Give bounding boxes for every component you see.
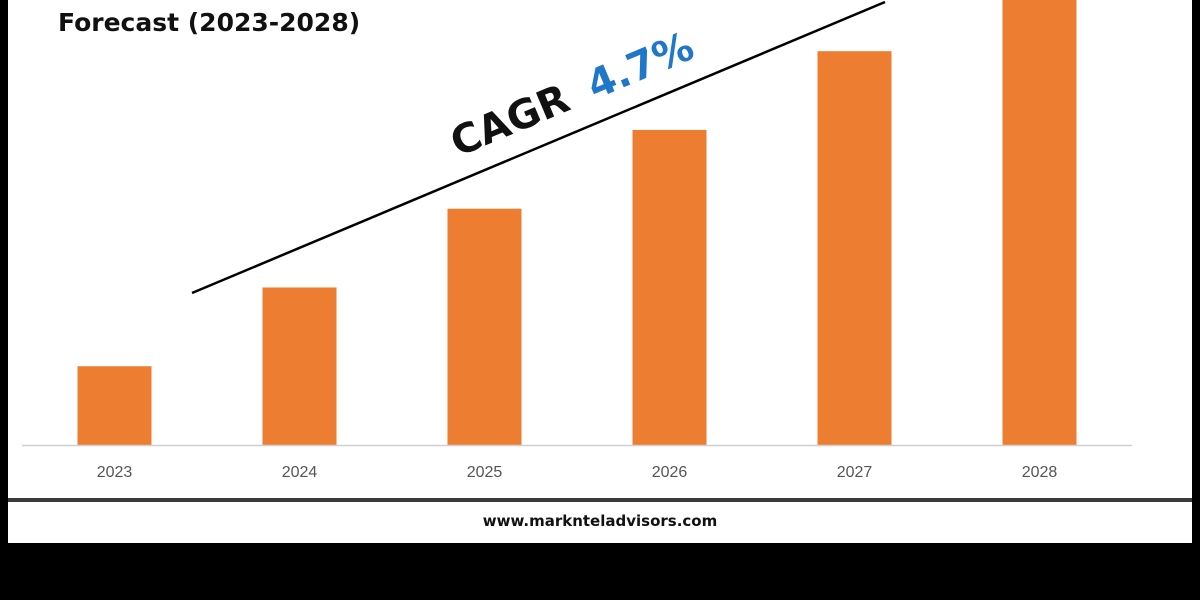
footer-website: www.marknteladvisors.com [482,512,718,530]
chart-panel [8,0,1192,543]
bar-2024 [262,287,337,445]
chart-title: Forecast (2023-2028) [58,8,361,37]
x-tick-2027: 2027 [837,464,873,481]
bars-group [77,0,1077,446]
cagr-value: 4.7% [580,24,700,109]
bar-2027 [817,51,892,445]
cagr-label: CAGR [444,76,576,166]
bar-2028 [1002,0,1077,446]
cagr-trend-line [191,0,886,295]
footer-divider [8,498,1192,502]
x-tick-2026: 2026 [652,464,688,481]
x-tick-labels: 2023 2024 2025 2026 2027 2028 [97,464,1058,481]
bar-2025 [447,208,522,445]
x-tick-2023: 2023 [97,464,133,481]
bar-2026 [632,129,707,445]
x-tick-2028: 2028 [1022,464,1058,481]
x-tick-2024: 2024 [282,464,318,481]
bar-2023 [77,366,152,445]
x-tick-2025: 2025 [467,464,503,481]
bar-chart: 2023 2024 2025 2026 2027 2028 CAGR 4.7% [22,0,1132,481]
